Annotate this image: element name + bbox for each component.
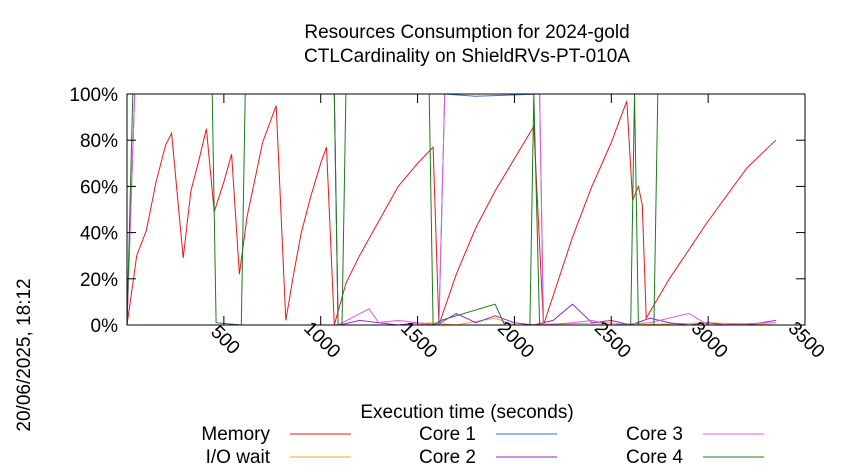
series-line-0 — [126, 100, 777, 326]
y-axis-ticks: 0% 20% 40% 60% 80% 100% — [69, 85, 805, 337]
y-tick-label: 20% — [80, 270, 118, 291]
chart-subtitle: CTLCardinality on ShieldRVs-PT-010A — [304, 46, 630, 67]
y-tick-label: 100% — [69, 85, 118, 106]
timestamp-label: 20/06/2025, 18:12 — [14, 278, 35, 431]
series-line-2 — [126, 93, 776, 326]
legend-label: Core 4 — [626, 447, 683, 468]
y-tick-label: 40% — [80, 224, 118, 245]
y-tick-label: 80% — [80, 131, 118, 152]
legend-label: I/O wait — [206, 447, 271, 468]
plot-frame — [126, 93, 806, 326]
y-tick-label: 60% — [80, 177, 118, 198]
plot-series — [126, 93, 777, 326]
legend-label: Core 3 — [626, 424, 683, 445]
legend-label: Core 2 — [419, 447, 476, 468]
legend-label: Memory — [201, 424, 270, 445]
x-tick-label: 500 — [206, 322, 243, 359]
chart-title: Resources Consumption for 2024-gold — [304, 22, 629, 43]
x-axis-ticks: 500 1000 1500 2000 2500 3000 3500 — [206, 94, 828, 363]
y-tick-label: 0% — [91, 316, 119, 337]
legend-label: Core 1 — [419, 424, 476, 445]
series-line-5 — [126, 93, 776, 326]
series-line-4 — [126, 93, 776, 326]
x-axis-label: Execution time (seconds) — [360, 402, 573, 423]
